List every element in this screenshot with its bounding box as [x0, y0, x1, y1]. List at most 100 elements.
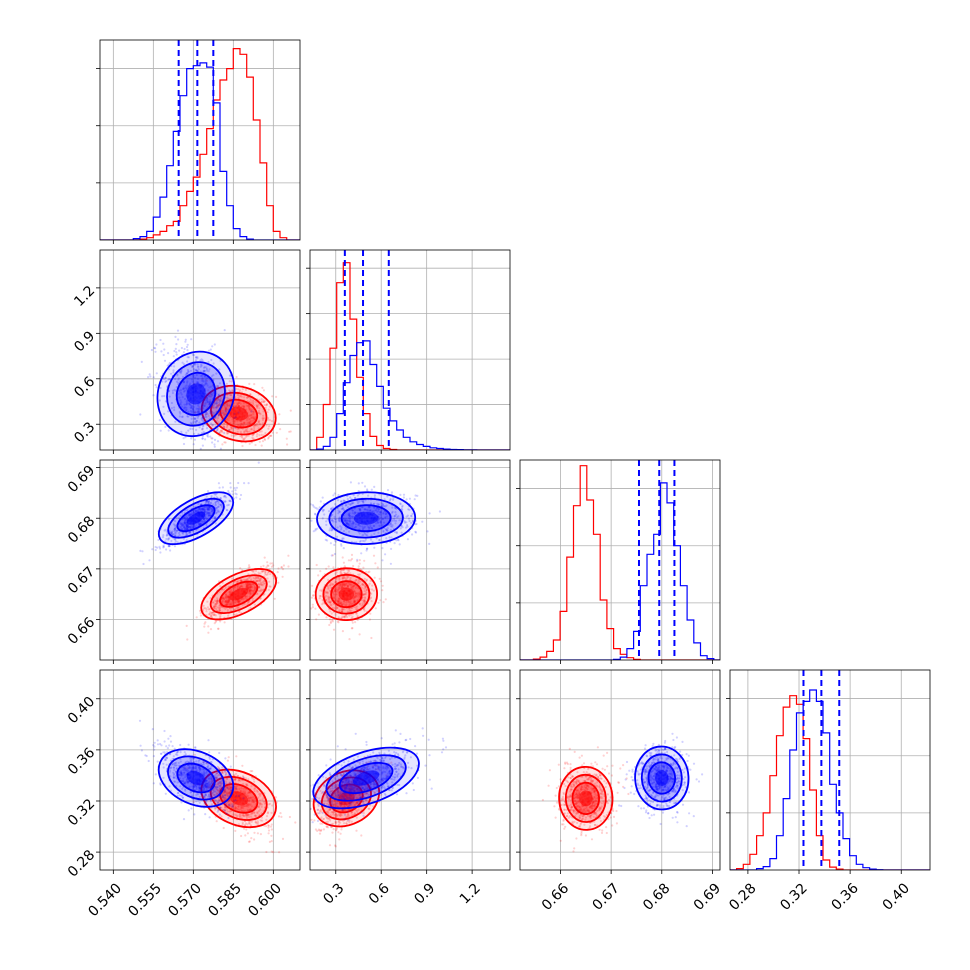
- sample-point: [174, 525, 177, 528]
- sample-point: [258, 434, 261, 437]
- sample-point: [208, 508, 211, 511]
- sample-point: [244, 595, 247, 599]
- sample-point: [164, 528, 167, 531]
- sample-point: [337, 616, 340, 619]
- sample-point: [192, 405, 195, 409]
- sample-point: [332, 566, 335, 569]
- sample-point: [373, 485, 376, 488]
- sample-point: [224, 600, 228, 603]
- sample-point: [252, 410, 255, 414]
- sample-point: [361, 583, 364, 586]
- sample-point: [257, 403, 260, 406]
- sample-point: [256, 405, 259, 408]
- sample-point: [187, 531, 190, 534]
- sample-point: [225, 604, 228, 607]
- sample-point: [168, 545, 171, 548]
- sample-point: [245, 584, 248, 587]
- sample-point: [348, 518, 351, 521]
- sample-point: [211, 464, 213, 466]
- sample-point: [265, 404, 268, 407]
- sample-point: [280, 566, 283, 569]
- sample-point: [191, 365, 194, 369]
- sample-point: [244, 597, 247, 600]
- sample-point: [260, 570, 263, 573]
- sample-point: [240, 809, 243, 813]
- hist-step-blue: [520, 482, 720, 660]
- sample-point: [177, 517, 181, 520]
- sample-point: [228, 499, 231, 502]
- sample-point: [345, 583, 348, 586]
- sample-point: [391, 510, 394, 513]
- sample-point: [182, 351, 185, 354]
- sample-point: [237, 405, 241, 408]
- sample-point: [185, 403, 188, 406]
- sample-point: [215, 600, 218, 603]
- sample-point: [230, 603, 233, 606]
- sample-point: [241, 436, 244, 439]
- sample-point: [352, 588, 355, 591]
- sample-point: [240, 395, 243, 398]
- sample-point: [385, 537, 388, 540]
- sample-point: [204, 607, 207, 610]
- sample-point: [202, 508, 205, 511]
- sample-point: [410, 515, 413, 518]
- sample-point: [336, 620, 339, 623]
- sample-point: [173, 528, 176, 531]
- sample-point: [232, 603, 235, 606]
- sample-point: [228, 600, 231, 603]
- sample-point: [311, 584, 314, 587]
- sample-point: [270, 834, 273, 837]
- sample-point: [183, 407, 186, 410]
- sample-point: [206, 507, 209, 511]
- sample-point: [235, 788, 239, 791]
- sample-point: [333, 517, 337, 521]
- sample-point: [262, 389, 265, 392]
- sample-point: [361, 481, 364, 484]
- sample-point: [199, 522, 203, 526]
- sample-point: [209, 400, 212, 403]
- sample-point: [190, 406, 193, 409]
- sample-point: [378, 510, 382, 514]
- sample-point: [349, 572, 352, 575]
- sample-point: [248, 407, 251, 410]
- sample-point: [349, 602, 352, 605]
- sample-point: [234, 489, 237, 492]
- sample-point: [346, 586, 349, 589]
- sample-point: [237, 601, 240, 604]
- sample-point: [156, 743, 160, 746]
- sample-point: [338, 510, 341, 513]
- sample-point: [247, 583, 250, 587]
- sample-point: [344, 604, 347, 607]
- sample-point: [185, 525, 188, 528]
- sample-point: [366, 489, 369, 492]
- sample-point: [189, 409, 192, 413]
- sample-point: [343, 577, 347, 580]
- sample-point: [157, 538, 160, 542]
- sample-point: [250, 589, 253, 592]
- sample-point: [193, 438, 196, 441]
- sample-point: [337, 597, 341, 600]
- sample-point: [167, 410, 170, 413]
- sample-point: [257, 420, 260, 423]
- sample-point: [260, 430, 263, 433]
- sample-point: [183, 519, 186, 522]
- sample-point: [248, 590, 251, 593]
- sample-point: [258, 423, 261, 426]
- sample-point: [378, 538, 381, 541]
- sample-point: [158, 419, 161, 422]
- sample-point: [185, 386, 188, 389]
- sample-point: [349, 520, 352, 523]
- sample-point: [185, 523, 188, 527]
- sample-point: [191, 364, 195, 368]
- sample-point: [200, 358, 203, 361]
- sample-point: [270, 434, 273, 437]
- sample-point: [206, 600, 209, 603]
- sample-point: [185, 399, 188, 402]
- hist-step-red: [520, 465, 720, 660]
- sample-point: [271, 431, 274, 434]
- sample-point: [219, 615, 222, 618]
- sample-point: [220, 505, 223, 508]
- sample-point: [373, 509, 376, 512]
- sample-point: [179, 389, 183, 392]
- hist-step-red: [310, 262, 510, 450]
